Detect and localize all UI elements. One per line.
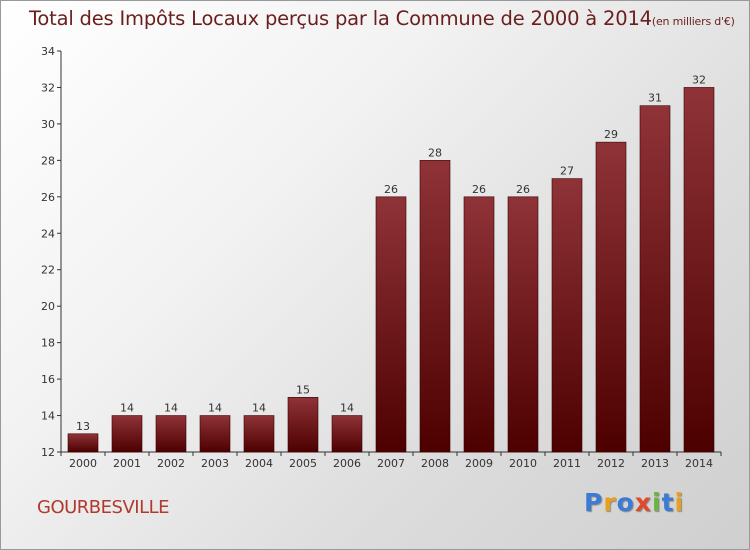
y-tick-label: 22 bbox=[41, 264, 55, 277]
bar-2004 bbox=[243, 415, 275, 453]
chart-unit: (en milliers d'€) bbox=[651, 15, 735, 28]
value-label-2007: 26 bbox=[384, 183, 398, 196]
bar-2008 bbox=[419, 160, 451, 453]
x-tick-label-2008: 2008 bbox=[421, 457, 449, 470]
y-tick-label: 14 bbox=[41, 410, 55, 423]
y-tick-label: 12 bbox=[41, 446, 55, 459]
bar-2009 bbox=[463, 196, 495, 453]
value-labels: 13 14 14 14 14 15 14 26 28 26 26 27 29 31 32 bbox=[76, 73, 706, 432]
x-tick-label-2013: 2013 bbox=[641, 457, 669, 470]
x-tick-label-2010: 2010 bbox=[509, 457, 537, 470]
y-axis: 12 14 16 18 20 22 24 26 28 30 32 34 bbox=[41, 45, 62, 459]
bar-2005 bbox=[287, 397, 319, 453]
value-label-2005: 15 bbox=[296, 383, 310, 396]
value-label-2012: 29 bbox=[604, 128, 618, 141]
value-label-2009: 26 bbox=[472, 183, 486, 196]
x-tick-label-2000: 2000 bbox=[69, 457, 97, 470]
x-axis: 2000 2001 2002 2003 2004 2005 2006 2007 2008 2009… bbox=[60, 451, 722, 470]
x-tick-label-2007: 2007 bbox=[377, 457, 405, 470]
value-label-2013: 31 bbox=[648, 92, 662, 105]
bar-2014 bbox=[683, 87, 715, 453]
bar-2000 bbox=[67, 433, 99, 453]
y-tick-label: 32 bbox=[41, 81, 55, 94]
x-tick-label-2006: 2006 bbox=[333, 457, 361, 470]
bar-2003 bbox=[199, 415, 231, 453]
y-tick-label: 30 bbox=[41, 118, 55, 131]
bar-2012 bbox=[595, 141, 627, 453]
proxiti-logo: Proxiti bbox=[584, 488, 685, 517]
bar-2002 bbox=[155, 415, 187, 453]
bar-2006 bbox=[331, 415, 363, 453]
y-tick-label: 24 bbox=[41, 227, 55, 240]
bar-2013 bbox=[639, 105, 671, 453]
y-tick-label: 34 bbox=[41, 45, 55, 58]
value-label-2014: 32 bbox=[692, 73, 706, 86]
chart-title: Total des Impôts Locaux perçus par la Co… bbox=[29, 7, 735, 30]
bar-2011 bbox=[551, 178, 583, 453]
bar-2007 bbox=[375, 196, 407, 453]
value-label-2000: 13 bbox=[76, 420, 90, 433]
value-label-2010: 26 bbox=[516, 183, 530, 196]
x-tick-label-2011: 2011 bbox=[553, 457, 581, 470]
y-tick-label: 28 bbox=[41, 154, 55, 167]
y-tick-label: 20 bbox=[41, 300, 55, 313]
x-tick-label-2005: 2005 bbox=[289, 457, 317, 470]
value-label-2008: 28 bbox=[428, 146, 442, 159]
value-label-2001: 14 bbox=[120, 402, 134, 415]
x-tick-label-2014: 2014 bbox=[685, 457, 713, 470]
value-label-2004: 14 bbox=[252, 402, 266, 415]
value-label-2002: 14 bbox=[164, 402, 178, 415]
value-label-2003: 14 bbox=[208, 402, 222, 415]
bar-2001 bbox=[111, 415, 143, 453]
y-tick-label: 16 bbox=[41, 373, 55, 386]
x-tick-label-2003: 2003 bbox=[201, 457, 229, 470]
value-label-2011: 27 bbox=[560, 165, 574, 178]
chart-title-text: Total des Impôts Locaux perçus par la Co… bbox=[29, 7, 652, 30]
x-tick-label-2001: 2001 bbox=[113, 457, 141, 470]
bars bbox=[67, 87, 715, 453]
x-tick-label-2009: 2009 bbox=[465, 457, 493, 470]
x-tick-label-2004: 2004 bbox=[245, 457, 273, 470]
value-label-2006: 14 bbox=[340, 402, 354, 415]
x-tick-label-2002: 2002 bbox=[157, 457, 185, 470]
commune-name: GOURBESVILLE bbox=[37, 497, 170, 518]
y-tick-label: 18 bbox=[41, 337, 55, 350]
y-tick-label: 26 bbox=[41, 191, 55, 204]
bar-2010 bbox=[507, 196, 539, 453]
x-tick-label-2012: 2012 bbox=[597, 457, 625, 470]
